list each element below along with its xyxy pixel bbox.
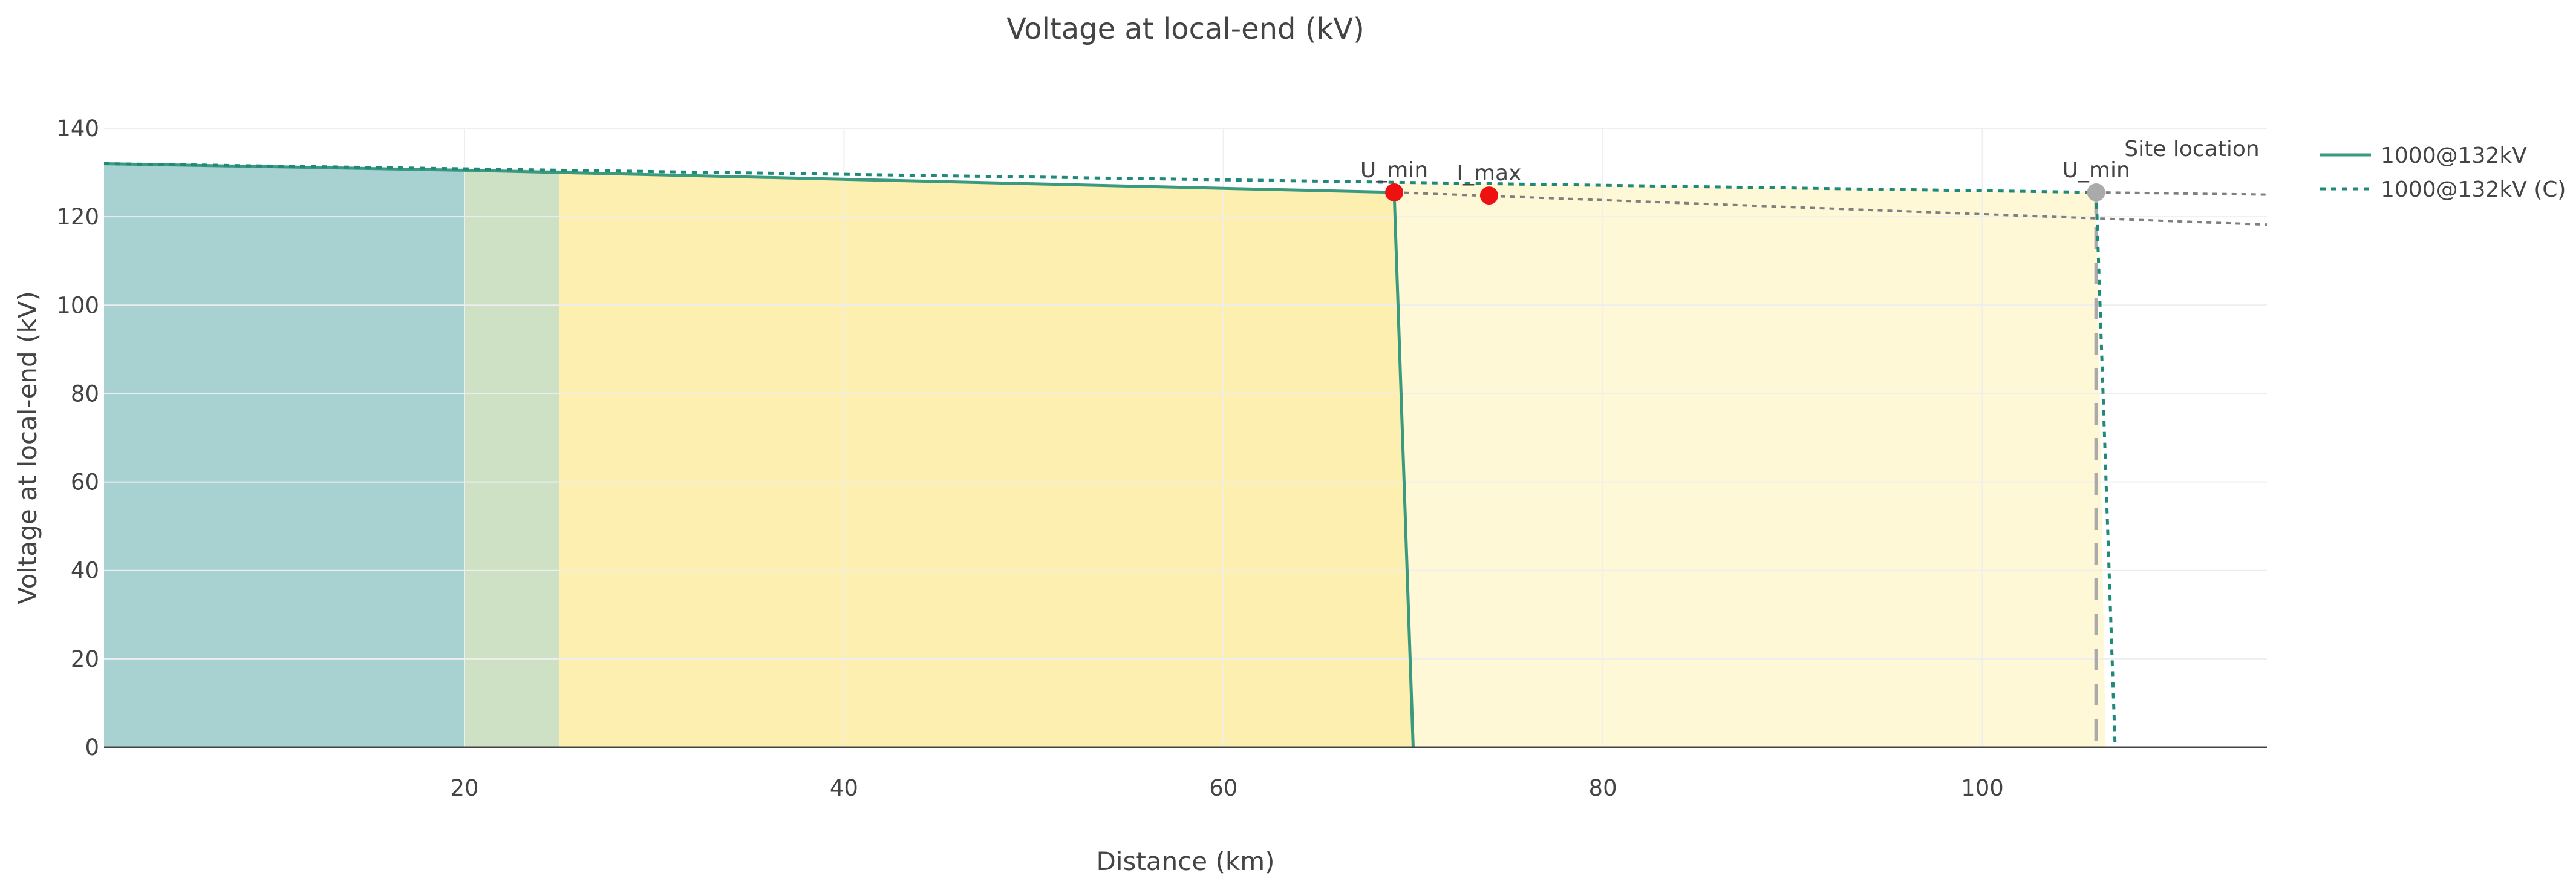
y-tick-label: 20	[71, 646, 99, 672]
site-location-label: Site location	[2124, 137, 2259, 162]
y-tick-labels: 0 20 40 60 80 100 120 140	[56, 116, 99, 761]
x-tick-label: 60	[1209, 775, 1237, 801]
marker-point-2	[1479, 186, 1498, 205]
x-tick-labels: 20 40 60 80 100	[450, 775, 2003, 801]
extension-line-2	[2096, 191, 2268, 196]
marker-label-3: U_min	[2062, 158, 2130, 183]
x-tick-label: 20	[450, 775, 478, 801]
extension-lines	[1394, 191, 2268, 226]
y-tick-label: 100	[56, 292, 99, 318]
x-tick-label: 80	[1589, 775, 1617, 801]
marker-label-2: I_max	[1456, 161, 1521, 186]
legend-label-2: 1000@132kV (C)	[2381, 177, 2566, 202]
marker-point-1	[1385, 183, 1404, 201]
zone-2	[465, 169, 559, 747]
distance-zones	[104, 163, 2106, 748]
marker-label-1: U_min	[1360, 158, 1428, 183]
legend-label-1: 1000@132kV	[2381, 143, 2527, 168]
point-markers: U_min I_max U_min	[1360, 158, 2130, 205]
site-location-line: Site location	[2094, 137, 2260, 747]
extension-line-1	[1394, 191, 2268, 226]
zone-1	[104, 163, 465, 747]
x-tick-label: 100	[1961, 775, 2004, 801]
legend: 1000@132kV 1000@132kV (C)	[2320, 143, 2566, 202]
marker-point-3	[2087, 183, 2105, 201]
y-axis-title: Voltage at local-end (kV)	[13, 291, 42, 604]
zone-4	[1394, 182, 2106, 747]
x-axis-title: Distance (km)	[1096, 846, 1274, 876]
y-tick-label: 80	[71, 381, 99, 407]
y-tick-label: 60	[71, 470, 99, 496]
y-tick-label: 120	[56, 204, 99, 230]
chart-title: Voltage at local-end (kV)	[1006, 12, 1365, 46]
x-tick-label: 40	[830, 775, 858, 801]
y-tick-label: 140	[56, 116, 99, 142]
y-tick-label: 0	[85, 735, 99, 761]
zone-3	[559, 172, 1414, 748]
y-tick-label: 40	[71, 558, 99, 584]
